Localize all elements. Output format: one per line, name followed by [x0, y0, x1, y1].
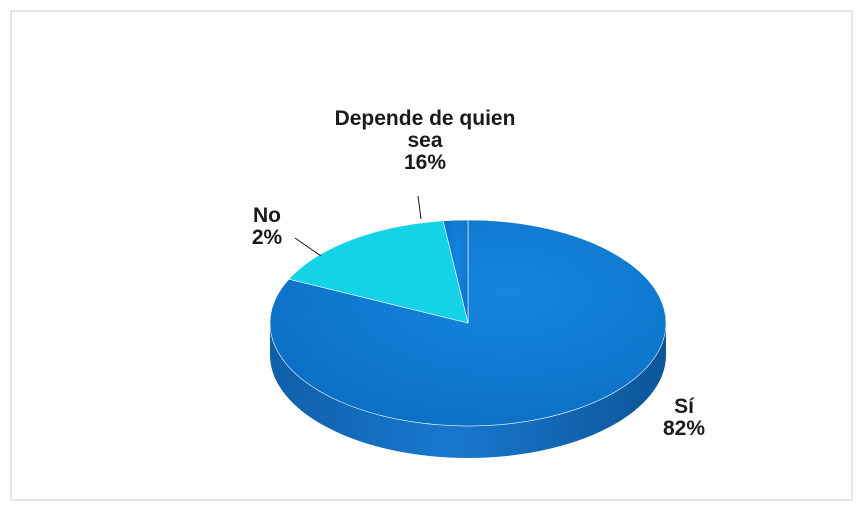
pie-slice-depende-de-quien-sea — [288, 220, 469, 324]
slice-value-depende-de-quien-sea: 16% — [404, 151, 446, 174]
leader-line-no — [294, 237, 322, 257]
pie-side-wall — [270, 323, 666, 458]
slice-label-depende-de-quien-sea: sea — [407, 129, 442, 152]
slice-label-no: No — [253, 204, 281, 227]
pie-side-surface — [270, 323, 666, 458]
leader-lines — [294, 195, 422, 257]
pie-slice-no — [442, 219, 469, 324]
leader-line-depende-de-quien-sea — [417, 195, 422, 220]
slice-label-depende-de-quien-sea: Depende de quien — [335, 107, 516, 130]
slice-value-no: 2% — [252, 226, 283, 249]
slice-label-si: Sí — [674, 395, 695, 418]
slice-value-si: 82% — [663, 417, 705, 440]
pie-slices — [269, 219, 667, 427]
